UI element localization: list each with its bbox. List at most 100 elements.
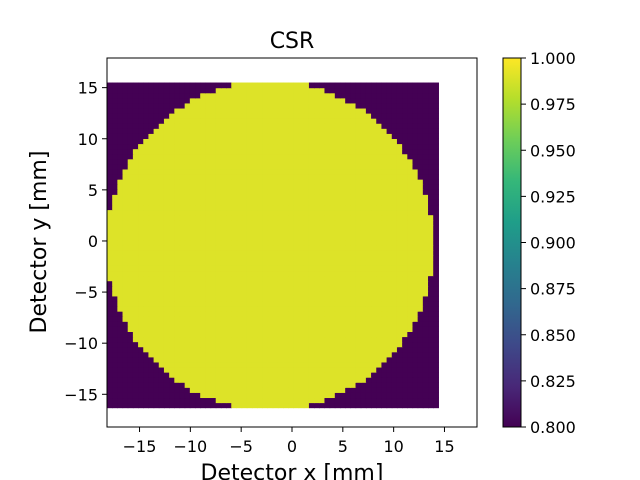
heatmap-cell — [422, 153, 429, 160]
heatmap-cell — [391, 250, 398, 256]
heatmap-cell — [376, 118, 383, 124]
heatmap-cell — [169, 97, 175, 104]
heatmap-cell — [220, 321, 227, 327]
heatmap-cell — [314, 295, 320, 302]
heatmap-cell — [319, 346, 326, 353]
heatmap-cell — [360, 372, 367, 378]
heatmap-cell — [184, 265, 191, 272]
heatmap-cell — [195, 113, 201, 119]
heatmap-cell — [226, 336, 232, 343]
heatmap-cell — [153, 158, 160, 165]
heatmap-cell — [433, 336, 439, 343]
heatmap-cell — [241, 153, 248, 160]
heatmap-cell — [215, 265, 222, 272]
heatmap-cell — [355, 372, 362, 378]
heatmap-cell — [143, 209, 150, 216]
heatmap-cell — [319, 107, 326, 114]
heatmap-cell — [153, 204, 160, 211]
heatmap-cell — [422, 336, 429, 343]
heatmap-cell — [107, 280, 113, 287]
heatmap-cell — [138, 351, 144, 358]
heatmap-cell — [117, 97, 124, 104]
heatmap-cell — [324, 346, 331, 353]
heatmap-cell — [195, 204, 201, 211]
heatmap-cell — [195, 219, 201, 226]
heatmap-cell — [195, 336, 201, 343]
heatmap-cell — [138, 234, 144, 241]
heatmap-cell — [428, 118, 434, 124]
heatmap-cell — [402, 300, 408, 307]
heatmap-cell — [267, 82, 274, 89]
heatmap-cell — [132, 204, 139, 211]
heatmap-cell — [298, 113, 305, 119]
heatmap-cell — [267, 356, 274, 363]
heatmap-cell — [231, 372, 238, 378]
heatmap-cell — [371, 148, 377, 155]
heatmap-cell — [143, 255, 150, 261]
heatmap-cell — [210, 214, 217, 221]
heatmap-cell — [169, 356, 175, 363]
heatmap-cell — [334, 265, 341, 272]
heatmap-cell — [371, 300, 377, 307]
heatmap-cell — [153, 321, 160, 327]
heatmap-cell — [407, 290, 414, 297]
heatmap-cell — [184, 366, 191, 373]
heatmap-cell — [386, 275, 393, 282]
heatmap-cell — [148, 280, 155, 287]
heatmap-cell — [417, 351, 424, 358]
heatmap-cell — [169, 265, 175, 272]
heatmap-cell — [329, 194, 336, 200]
heatmap-cell — [158, 168, 165, 175]
heatmap-cell — [298, 397, 305, 404]
heatmap-cell — [267, 351, 274, 358]
heatmap-cell — [376, 387, 383, 393]
heatmap-cell — [314, 189, 320, 195]
heatmap-cell — [153, 295, 160, 302]
heatmap-cell — [195, 239, 201, 246]
heatmap-cell — [376, 372, 383, 378]
heatmap-cell — [386, 270, 393, 277]
heatmap-cell — [127, 184, 134, 190]
heatmap-cell — [184, 219, 191, 226]
heatmap-cell — [241, 331, 248, 338]
heatmap-cell — [334, 285, 341, 292]
heatmap-cell — [308, 113, 315, 119]
heatmap-cell — [386, 341, 393, 348]
heatmap-cell — [189, 361, 196, 368]
heatmap-cell — [169, 107, 175, 114]
heatmap-cell — [396, 82, 403, 89]
heatmap-cell — [231, 377, 238, 383]
heatmap-cell — [417, 402, 424, 409]
heatmap-cell — [371, 250, 377, 256]
heatmap-cell — [215, 270, 222, 277]
heatmap-cell — [231, 133, 238, 139]
heatmap-cell — [272, 331, 279, 338]
heatmap-cell — [215, 209, 222, 216]
heatmap-cell — [407, 382, 414, 388]
heatmap-cell — [215, 239, 222, 246]
heatmap-cell — [298, 321, 305, 327]
heatmap-cell — [184, 306, 191, 312]
heatmap-cell — [334, 118, 341, 124]
heatmap-cell — [412, 382, 419, 388]
heatmap-cell — [163, 199, 170, 206]
heatmap-cell — [112, 229, 118, 236]
heatmap-cell — [179, 265, 186, 272]
heatmap-cell — [241, 306, 248, 312]
heatmap-cell — [391, 361, 398, 368]
heatmap-cell — [107, 326, 113, 332]
heatmap-cell — [298, 219, 305, 226]
heatmap-cell — [262, 209, 269, 216]
heatmap-cell — [174, 326, 181, 332]
heatmap-cell — [262, 336, 269, 343]
heatmap-cell — [371, 331, 377, 338]
heatmap-cell — [376, 163, 383, 170]
heatmap-cell — [340, 107, 346, 114]
heatmap-cell — [107, 402, 113, 409]
heatmap-cell — [422, 382, 429, 388]
heatmap-cell — [345, 377, 351, 383]
heatmap-cell — [407, 392, 414, 399]
heatmap-cell — [189, 138, 196, 145]
heatmap-cell — [365, 392, 372, 399]
heatmap-cell — [153, 402, 160, 409]
